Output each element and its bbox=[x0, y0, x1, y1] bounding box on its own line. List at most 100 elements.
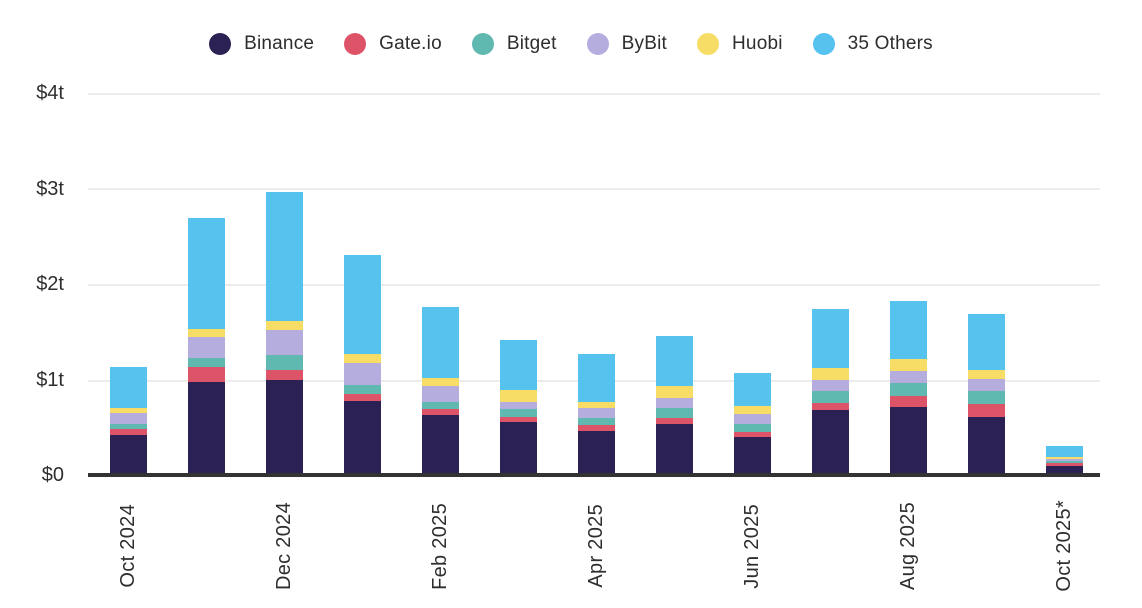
bar-jan-2025 bbox=[344, 255, 381, 475]
bar-segment-binance[interactable] bbox=[1046, 466, 1083, 475]
bar-segment-gate-io[interactable] bbox=[734, 432, 771, 437]
bar-segment-huobi[interactable] bbox=[890, 359, 927, 371]
legend-item-bitget[interactable]: Bitget bbox=[471, 33, 557, 55]
legend-item-35-others[interactable]: 35 Others bbox=[812, 33, 933, 55]
x-tick-label-dec-2024: Dec 2024 bbox=[263, 490, 307, 602]
bar-segment-bitget[interactable] bbox=[812, 391, 849, 403]
bar-segment-bybit[interactable] bbox=[1046, 458, 1083, 461]
bar-segment-huobi[interactable] bbox=[266, 321, 303, 330]
bar-segment-bybit[interactable] bbox=[344, 363, 381, 386]
bar-segment-35-others[interactable] bbox=[1046, 446, 1083, 457]
bar-segment-gate-io[interactable] bbox=[266, 369, 303, 380]
bar-segment-gate-io[interactable] bbox=[656, 417, 693, 425]
bar-segment-binance[interactable] bbox=[266, 379, 303, 475]
bar-segment-huobi[interactable] bbox=[656, 386, 693, 398]
bar-segment-huobi[interactable] bbox=[734, 406, 771, 414]
x-tick-label-text: Jun 2025 bbox=[741, 503, 763, 589]
bar-segment-bitget[interactable] bbox=[422, 401, 459, 410]
bar-segment-huobi[interactable] bbox=[578, 401, 615, 409]
bar-segment-bybit[interactable] bbox=[500, 401, 537, 410]
bar-segment-bitget[interactable] bbox=[500, 409, 537, 417]
bar-segment-bitget[interactable] bbox=[188, 357, 225, 368]
bar-segment-35-others[interactable] bbox=[500, 340, 537, 391]
bar-segment-35-others[interactable] bbox=[968, 314, 1005, 370]
bar-segment-huobi[interactable] bbox=[110, 408, 147, 413]
bar-segment-binance[interactable] bbox=[968, 416, 1005, 475]
legend-label: 35 Others bbox=[847, 33, 933, 54]
bar-segment-bybit[interactable] bbox=[968, 379, 1005, 391]
bar-segment-bybit[interactable] bbox=[188, 336, 225, 358]
bar-segment-binance[interactable] bbox=[422, 414, 459, 475]
bar-oct-2024 bbox=[110, 367, 147, 475]
bar-segment-35-others[interactable] bbox=[266, 192, 303, 322]
bar-segment-huobi[interactable] bbox=[812, 368, 849, 380]
bar-segment-gate-io[interactable] bbox=[968, 404, 1005, 417]
bar-segment-huobi[interactable] bbox=[1046, 456, 1083, 459]
bar-segment-binance[interactable] bbox=[812, 410, 849, 475]
legend-item-bybit[interactable]: ByBit bbox=[586, 33, 667, 55]
bar-jun-2025 bbox=[734, 372, 771, 475]
bar-segment-bitget[interactable] bbox=[578, 417, 615, 426]
bar-segment-35-others[interactable] bbox=[812, 308, 849, 369]
legend-label: Bitget bbox=[506, 33, 557, 54]
bar-segment-binance[interactable] bbox=[500, 421, 537, 475]
bar-segment-gate-io[interactable] bbox=[500, 416, 537, 422]
x-tick-label-text: Dec 2024 bbox=[273, 501, 295, 590]
bar-segment-huobi[interactable] bbox=[344, 353, 381, 364]
x-tick-label-jun-2025: Jun 2025 bbox=[731, 490, 775, 602]
bar-segment-gate-io[interactable] bbox=[422, 409, 459, 415]
bar-segment-binance[interactable] bbox=[890, 407, 927, 475]
bar-segment-binance[interactable] bbox=[188, 382, 225, 475]
bar-segment-bitget[interactable] bbox=[734, 424, 771, 433]
bar-segment-bybit[interactable] bbox=[734, 413, 771, 425]
bar-segment-bitget[interactable] bbox=[656, 408, 693, 418]
bar-segment-35-others[interactable] bbox=[890, 301, 927, 360]
bar-segment-bitget[interactable] bbox=[344, 385, 381, 394]
x-tick-label-text: Oct 2025* bbox=[1053, 500, 1075, 592]
bar-segment-35-others[interactable] bbox=[422, 306, 459, 378]
bar-segment-bybit[interactable] bbox=[110, 412, 147, 425]
bar-segment-bitget[interactable] bbox=[890, 383, 927, 396]
bar-segment-huobi[interactable] bbox=[422, 377, 459, 387]
bar-segment-binance[interactable] bbox=[734, 436, 771, 475]
bar-segment-bybit[interactable] bbox=[812, 379, 849, 392]
legend-item-binance[interactable]: Binance bbox=[209, 33, 314, 55]
bar-segment-bitget[interactable] bbox=[968, 390, 1005, 405]
bar-segment-gate-io[interactable] bbox=[110, 429, 147, 435]
bar-segment-gate-io[interactable] bbox=[890, 395, 927, 408]
bar-segment-huobi[interactable] bbox=[188, 328, 225, 337]
bar-segment-gate-io[interactable] bbox=[1046, 462, 1083, 467]
bar-segment-bybit[interactable] bbox=[578, 408, 615, 418]
bar-segment-bitget[interactable] bbox=[266, 354, 303, 370]
bar-segment-gate-io[interactable] bbox=[188, 367, 225, 383]
bar-segment-binance[interactable] bbox=[656, 424, 693, 475]
bar-segment-gate-io[interactable] bbox=[812, 402, 849, 411]
x-tick-label-apr-2025: Apr 2025 bbox=[575, 490, 619, 602]
x-tick-label-oct-2024: Oct 2024 bbox=[107, 490, 151, 602]
bar-segment-gate-io[interactable] bbox=[578, 425, 615, 432]
bar-segment-binance[interactable] bbox=[578, 431, 615, 475]
bar-segment-binance[interactable] bbox=[110, 434, 147, 475]
bar-nov-2024 bbox=[188, 218, 225, 475]
bar-segment-huobi[interactable] bbox=[500, 390, 537, 402]
bar-segment-bitget[interactable] bbox=[110, 424, 147, 430]
bar-segment-35-others[interactable] bbox=[344, 255, 381, 354]
bar-segment-bybit[interactable] bbox=[656, 397, 693, 409]
bar-segment-binance[interactable] bbox=[344, 400, 381, 475]
x-tick-label-aug-2025: Aug 2025 bbox=[887, 490, 931, 602]
bar-segment-gate-io[interactable] bbox=[344, 393, 381, 401]
bar-segment-bybit[interactable] bbox=[890, 370, 927, 384]
bar-segment-bitget[interactable] bbox=[1046, 460, 1083, 463]
bar-segment-huobi[interactable] bbox=[968, 369, 1005, 380]
bar-segment-35-others[interactable] bbox=[578, 353, 615, 402]
bar-segment-bybit[interactable] bbox=[422, 386, 459, 402]
legend-item-huobi[interactable]: Huobi bbox=[697, 33, 783, 55]
legend-item-gate-io[interactable]: Gate.io bbox=[344, 33, 442, 55]
bar-segment-35-others[interactable] bbox=[734, 372, 771, 407]
bar-segment-35-others[interactable] bbox=[110, 367, 147, 409]
bar-segment-bybit[interactable] bbox=[266, 329, 303, 355]
bar-segment-35-others[interactable] bbox=[188, 218, 225, 329]
y-axis-labels: $4t $3t $2t $1t $0 bbox=[0, 83, 64, 485]
x-tick-label-feb-2025: Feb 2025 bbox=[419, 490, 463, 602]
bar-segment-35-others[interactable] bbox=[656, 335, 693, 387]
